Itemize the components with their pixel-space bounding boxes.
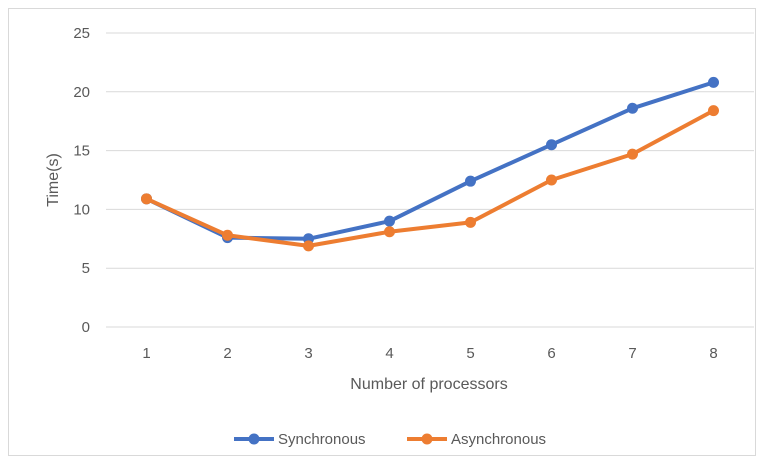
x-axis-title: Number of processors (350, 376, 507, 393)
y-tick-label: 20 (73, 84, 90, 101)
data-point-asynchronous (141, 193, 152, 205)
data-point-asynchronous (384, 226, 395, 238)
x-tick-labels: 1 2 3 4 5 6 7 8 (142, 345, 717, 362)
data-point-synchronous (627, 102, 638, 114)
legend-item-asynchronous: Asynchronous (407, 431, 546, 448)
data-point-asynchronous (222, 229, 233, 241)
data-point-asynchronous (708, 105, 719, 117)
y-tick-label: 5 (82, 260, 90, 277)
data-point-synchronous (465, 175, 476, 187)
data-point-synchronous (708, 76, 719, 88)
x-tick-label: 3 (304, 345, 312, 362)
series-lines (141, 76, 719, 252)
data-point-synchronous (546, 139, 557, 151)
x-tick-label: 1 (142, 345, 150, 362)
data-point-synchronous (384, 215, 395, 227)
legend-swatch-marker (421, 433, 433, 445)
x-tick-label: 8 (709, 345, 717, 362)
x-tick-label: 4 (385, 345, 393, 362)
legend-item-synchronous: Synchronous (234, 431, 366, 448)
data-point-asynchronous (546, 174, 557, 186)
series-line-asynchronous (144, 108, 716, 248)
y-tick-label: 15 (73, 143, 90, 160)
legend-label: Asynchronous (451, 431, 546, 448)
y-tick-label: 0 (82, 319, 90, 336)
data-point-asynchronous (627, 148, 638, 160)
legend: Synchronous Asynchronous (234, 431, 546, 448)
y-axis-title: Time(s) (45, 153, 62, 207)
x-tick-label: 6 (547, 345, 555, 362)
y-tick-labels: 0 5 10 15 20 25 (73, 25, 90, 336)
legend-label: Synchronous (278, 431, 366, 448)
data-point-asynchronous (465, 216, 476, 228)
y-tick-label: 25 (73, 25, 90, 42)
gridlines (106, 32, 754, 328)
series-synchronous (141, 76, 719, 245)
x-tick-label: 5 (466, 345, 474, 362)
x-tick-label: 2 (223, 345, 231, 362)
legend-swatch-marker (248, 433, 260, 445)
data-point-asynchronous (303, 240, 314, 252)
series-asynchronous (141, 105, 719, 252)
y-tick-label: 10 (73, 201, 90, 218)
x-tick-label: 7 (628, 345, 636, 362)
